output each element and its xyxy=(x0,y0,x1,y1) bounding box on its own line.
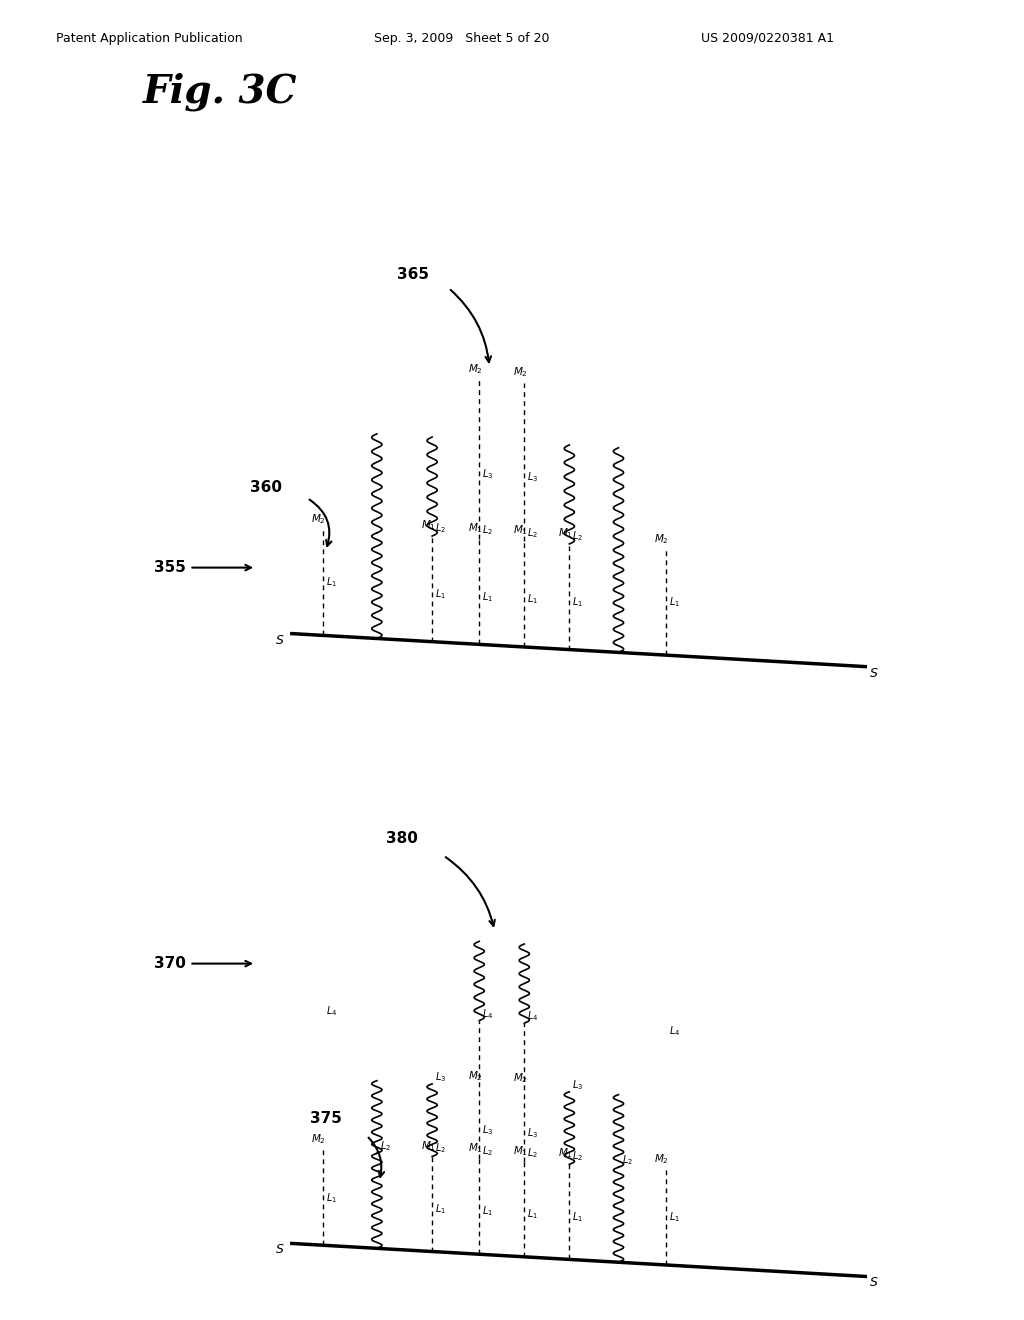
Text: 375: 375 xyxy=(309,1111,342,1126)
Text: $L_2$: $L_2$ xyxy=(482,524,494,537)
Text: $L_3$: $L_3$ xyxy=(482,467,494,480)
Text: $L_2$: $L_2$ xyxy=(380,1139,391,1154)
Text: 380: 380 xyxy=(386,830,419,846)
Text: $L_3$: $L_3$ xyxy=(527,470,539,483)
Text: $M_2$: $M_2$ xyxy=(513,366,527,379)
Text: $L_1$: $L_1$ xyxy=(482,590,494,603)
Text: 370: 370 xyxy=(155,956,186,972)
Text: $M_1$: $M_1$ xyxy=(421,1139,435,1152)
Text: $L_3$: $L_3$ xyxy=(482,1123,494,1137)
Text: $M_2$: $M_2$ xyxy=(654,532,669,545)
Text: $M_2$: $M_2$ xyxy=(468,363,482,376)
Text: $M_1$: $M_1$ xyxy=(558,1147,572,1160)
Text: $L_1$: $L_1$ xyxy=(572,595,584,609)
Text: $L_1$: $L_1$ xyxy=(572,1209,584,1224)
Text: $L_2$: $L_2$ xyxy=(435,521,446,535)
Text: $L_2$: $L_2$ xyxy=(527,527,539,540)
Text: $L_2$: $L_2$ xyxy=(572,529,584,543)
Text: $L_2$: $L_2$ xyxy=(482,1144,494,1158)
Text: $M_2$: $M_2$ xyxy=(311,1133,326,1146)
Text: $L_4$: $L_4$ xyxy=(482,1007,494,1020)
Text: $L_2$: $L_2$ xyxy=(572,1150,584,1163)
Text: Fig. 3C: Fig. 3C xyxy=(143,73,298,111)
Text: $L_1$: $L_1$ xyxy=(435,587,446,601)
Text: S: S xyxy=(275,1243,284,1257)
Text: $M_1$: $M_1$ xyxy=(558,527,572,540)
Text: $L_1$: $L_1$ xyxy=(527,593,539,606)
Text: $L_2$: $L_2$ xyxy=(527,1147,539,1160)
Text: Sep. 3, 2009   Sheet 5 of 20: Sep. 3, 2009 Sheet 5 of 20 xyxy=(374,32,549,45)
Text: $M_1$: $M_1$ xyxy=(513,524,527,537)
Text: $L_1$: $L_1$ xyxy=(482,1205,494,1218)
Text: $L_3$: $L_3$ xyxy=(435,1071,446,1084)
Text: $L_1$: $L_1$ xyxy=(326,1191,337,1205)
Text: S: S xyxy=(275,634,284,647)
Text: $L_4$: $L_4$ xyxy=(527,1010,539,1023)
Text: US 2009/0220381 A1: US 2009/0220381 A1 xyxy=(701,32,835,45)
Text: $M_1$: $M_1$ xyxy=(468,1142,482,1155)
Text: $L_1$: $L_1$ xyxy=(527,1208,539,1221)
Text: $L_1$: $L_1$ xyxy=(669,595,680,610)
Text: $M_1$: $M_1$ xyxy=(468,521,482,535)
Text: 365: 365 xyxy=(396,267,429,282)
Text: $L_1$: $L_1$ xyxy=(326,576,337,590)
Text: 360: 360 xyxy=(250,480,283,495)
Text: $M_1$: $M_1$ xyxy=(513,1144,527,1158)
Text: $L_3$: $L_3$ xyxy=(572,1078,584,1092)
Text: $L_4$: $L_4$ xyxy=(669,1024,680,1039)
Text: S: S xyxy=(870,667,879,680)
Text: $M_2$: $M_2$ xyxy=(468,1069,482,1082)
Text: $L_3$: $L_3$ xyxy=(527,1126,539,1139)
Text: $L_4$: $L_4$ xyxy=(326,1005,337,1019)
Text: Patent Application Publication: Patent Application Publication xyxy=(56,32,243,45)
Text: S: S xyxy=(870,1276,879,1290)
Text: $L_1$: $L_1$ xyxy=(435,1201,446,1216)
Text: $L_2$: $L_2$ xyxy=(435,1142,446,1155)
Text: $M_2$: $M_2$ xyxy=(311,512,326,525)
Text: $L_2$: $L_2$ xyxy=(622,1154,633,1167)
Text: $M_1$: $M_1$ xyxy=(421,519,435,532)
Text: $M_2$: $M_2$ xyxy=(654,1152,669,1166)
Text: 355: 355 xyxy=(155,560,186,576)
Text: $L_1$: $L_1$ xyxy=(669,1210,680,1225)
Text: $M_2$: $M_2$ xyxy=(513,1072,527,1085)
